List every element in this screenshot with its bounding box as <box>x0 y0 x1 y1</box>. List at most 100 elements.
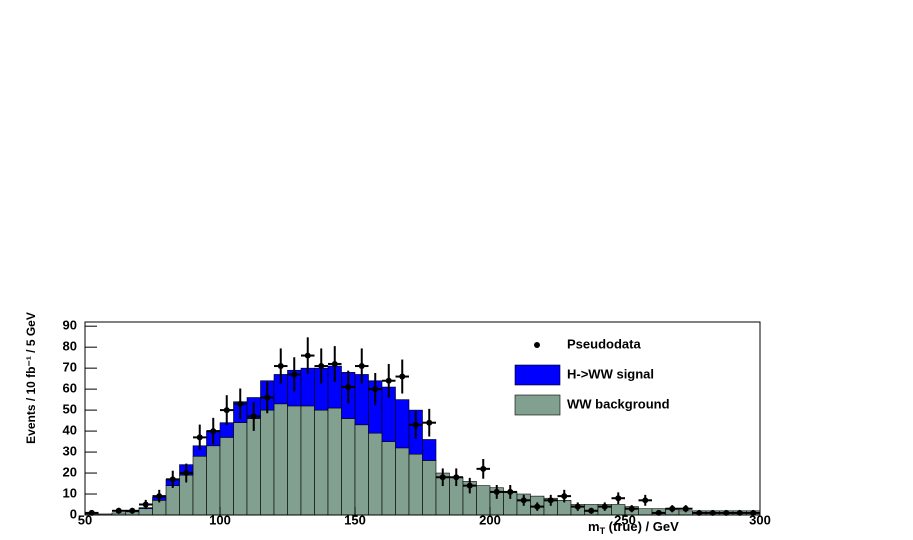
bar <box>408 453 423 516</box>
data-point <box>615 495 622 502</box>
plot-frame <box>84 321 761 516</box>
bar <box>557 500 572 516</box>
data-point <box>304 352 311 359</box>
data-point <box>358 363 365 370</box>
x-tick-label: 300 <box>749 512 771 527</box>
data-point <box>318 363 325 370</box>
legend-label: H->WW signal <box>567 366 654 381</box>
bar <box>287 405 302 516</box>
bar <box>341 418 356 516</box>
data-point <box>682 505 689 512</box>
data-point <box>345 384 352 391</box>
data-point <box>642 497 649 504</box>
bar <box>152 500 167 516</box>
data-point <box>696 509 703 516</box>
bar <box>219 437 234 516</box>
bar <box>368 432 383 516</box>
bar <box>192 455 207 516</box>
data-point <box>588 507 595 514</box>
bar <box>246 418 261 516</box>
bar <box>395 447 410 516</box>
data-point <box>601 503 608 510</box>
data-point <box>183 470 190 477</box>
y-tick-label: 90 <box>63 318 77 333</box>
data-point <box>628 505 635 512</box>
y-axis-label: Events / 10 fb⁻¹ / 5 GeV <box>24 312 38 444</box>
bar <box>327 407 342 516</box>
x-tick-label: 100 <box>209 512 231 527</box>
legend-label: Pseudodata <box>567 336 641 351</box>
y-tick-label: 30 <box>63 444 77 459</box>
bar <box>422 460 437 516</box>
data-point <box>669 505 676 512</box>
legend-swatch <box>514 394 561 416</box>
bar <box>381 441 396 516</box>
data-point <box>142 501 149 508</box>
data-point <box>331 360 338 367</box>
data-point <box>156 493 163 500</box>
x-axis-label-main: m <box>588 519 600 534</box>
x-axis-label-sub: T <box>600 526 606 536</box>
x-tick-label: 200 <box>479 512 501 527</box>
data-point <box>115 507 122 514</box>
y-tick-label: 40 <box>63 423 77 438</box>
data-point <box>426 419 433 426</box>
data-point <box>723 509 730 516</box>
bar <box>314 409 329 516</box>
legend-swatch <box>514 364 561 386</box>
x-axis-label: mT (true) / GeV <box>588 519 679 536</box>
data-point <box>237 400 244 407</box>
bar <box>165 485 180 516</box>
data-point <box>439 474 446 481</box>
data-point <box>88 509 95 516</box>
data-point <box>655 509 662 516</box>
x-tick-label: 250 <box>614 512 636 527</box>
data-point <box>709 509 716 516</box>
legend-marker <box>534 342 540 348</box>
data-point <box>736 509 743 516</box>
data-point <box>372 386 379 393</box>
y-tick-label: 70 <box>63 360 77 375</box>
bar <box>260 409 275 516</box>
legend-label: WW background <box>567 396 670 411</box>
bar <box>233 422 248 516</box>
data-point <box>291 371 298 378</box>
data-point <box>561 493 568 500</box>
bar <box>138 508 153 516</box>
bar <box>422 439 437 461</box>
data-point <box>196 434 203 441</box>
data-point <box>574 503 581 510</box>
data-point <box>412 421 419 428</box>
data-point <box>547 497 554 504</box>
data-point <box>493 488 500 495</box>
bar <box>273 403 288 516</box>
data-point <box>277 363 284 370</box>
x-tick-label: 50 <box>78 512 92 527</box>
data-point <box>385 377 392 384</box>
x-axis-label-rest: (true) / GeV <box>605 519 679 534</box>
data-point <box>399 373 406 380</box>
data-point <box>129 507 136 514</box>
bar <box>395 399 410 449</box>
x-tick-label: 150 <box>344 512 366 527</box>
data-point <box>750 509 757 516</box>
data-point <box>264 394 271 401</box>
y-tick-label: 20 <box>63 464 77 479</box>
bar <box>206 445 221 516</box>
data-point <box>520 497 527 504</box>
data-point <box>169 476 176 483</box>
y-tick-label: 10 <box>63 485 77 500</box>
data-point <box>223 407 230 414</box>
data-point <box>210 428 217 435</box>
bar <box>300 405 315 516</box>
data-point <box>250 413 257 420</box>
bar <box>638 508 653 516</box>
data-point <box>507 488 514 495</box>
y-tick-label: 50 <box>63 402 77 417</box>
data-point <box>534 503 541 510</box>
y-tick-label: 80 <box>63 339 77 354</box>
data-point <box>480 465 487 472</box>
bar <box>354 424 369 516</box>
data-point <box>466 482 473 489</box>
